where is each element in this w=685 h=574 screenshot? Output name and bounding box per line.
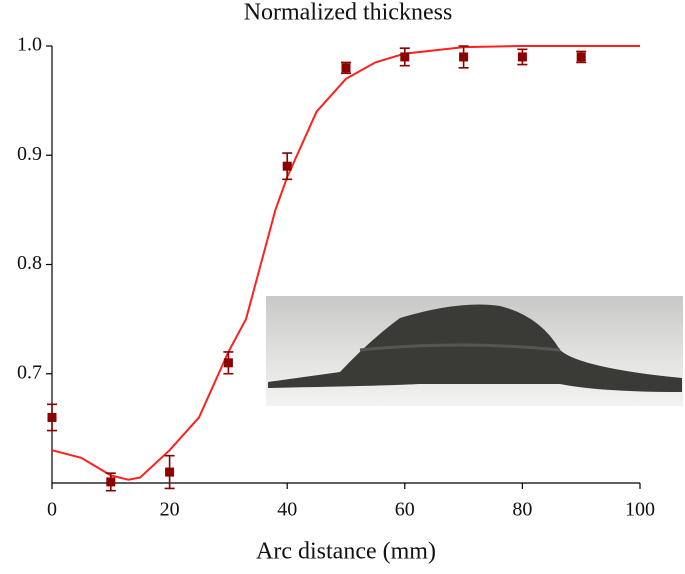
inset-photo [266,296,683,406]
x-tick-label: 60 [395,499,415,521]
x-axis-label: Arc distance (mm) [256,539,436,565]
y-tick-label: 0.9 [17,143,42,165]
x-tick-label: 100 [625,499,655,521]
x-tick-label: 0 [47,499,57,521]
data-point [165,467,175,477]
data-point [459,52,469,62]
data-point [400,52,410,62]
y-tick-label: 0.7 [17,361,42,383]
data-point [223,358,233,368]
x-tick-label: 40 [277,499,297,521]
data-point [517,52,527,62]
x-tick-label: 80 [512,499,532,521]
y-tick-label: 0.8 [17,252,42,274]
data-point [47,412,57,422]
x-tick-label: 20 [160,499,180,521]
data-point [282,161,292,171]
y-tick-label: 1.0 [17,34,42,56]
data-point [576,52,586,62]
data-point [106,477,116,487]
data-point [341,63,351,73]
chart-title: Normalized thickness [244,0,453,26]
fit-line [51,45,640,481]
